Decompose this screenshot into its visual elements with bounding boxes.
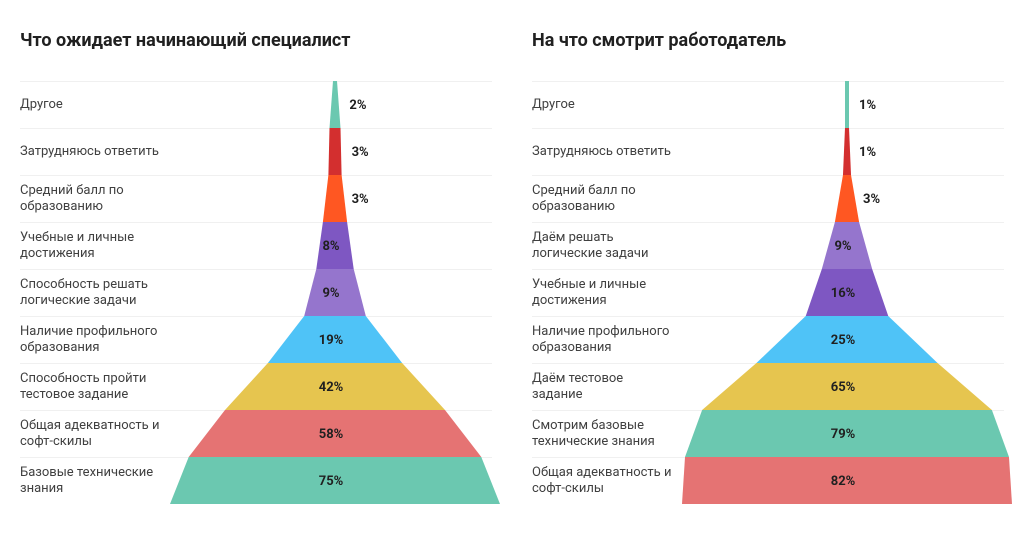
row-value: 3% bbox=[352, 145, 369, 160]
row-vis: 1% bbox=[682, 82, 1004, 128]
row-value: 75% bbox=[319, 474, 344, 489]
row-value: 79% bbox=[831, 427, 856, 442]
row-label: Учебные и личные достижения bbox=[532, 271, 682, 316]
funnel-row: Наличие профильного образования 25% bbox=[532, 316, 1004, 363]
funnel-row: Смотрим базовые технические знания 79% bbox=[532, 410, 1004, 457]
funnel-row: Затрудняюсь ответить 1% bbox=[532, 128, 1004, 175]
row-vis: 3% bbox=[682, 176, 1004, 222]
row-vis: 58% bbox=[170, 411, 492, 457]
funnel-row: Учебные и личные достижения 16% bbox=[532, 269, 1004, 316]
row-vis: 1% bbox=[682, 129, 1004, 175]
row-vis: 2% bbox=[170, 82, 492, 128]
row-vis: 16% bbox=[682, 270, 1004, 316]
row-value: 1% bbox=[859, 145, 876, 160]
funnel-row: Даём тестовое задание 65% bbox=[532, 363, 1004, 410]
row-value: 82% bbox=[831, 474, 856, 489]
row-vis: 75% bbox=[170, 458, 492, 504]
row-value: 16% bbox=[831, 286, 856, 301]
row-label: Наличие профильного образования bbox=[532, 318, 682, 363]
funnel-row: Средний балл по образованию 3% bbox=[532, 175, 1004, 222]
row-label: Затрудняюсь ответить bbox=[20, 138, 170, 166]
row-label: Общая адекватность и софт-скилы bbox=[532, 459, 682, 504]
row-vis: 8% bbox=[170, 223, 492, 269]
funnel-row: Другое 2% bbox=[20, 81, 492, 128]
chart-title: На что смотрит работодатель bbox=[532, 30, 1004, 51]
row-label: Другое bbox=[20, 91, 170, 119]
row-value: 9% bbox=[322, 286, 339, 301]
row-label: Базовые технические знания bbox=[20, 459, 170, 504]
row-label: Способность решать логические задачи bbox=[20, 271, 170, 316]
row-label: Учебные и личные достижения bbox=[20, 224, 170, 269]
funnel-row: Способность решать логические задачи 9% bbox=[20, 269, 492, 316]
row-vis: 25% bbox=[682, 317, 1004, 363]
chart-rows: Другое 1% Затрудняюсь ответить 1% Средний ба… bbox=[532, 81, 1004, 504]
row-value: 42% bbox=[319, 380, 344, 395]
funnel-row: Затрудняюсь ответить 3% bbox=[20, 128, 492, 175]
row-vis: 65% bbox=[682, 364, 1004, 410]
chart-employer: На что смотрит работодатель Другое1%Затр… bbox=[532, 30, 1004, 504]
funnel-row: Средний балл по образованию 3% bbox=[20, 175, 492, 222]
row-value: 58% bbox=[319, 427, 344, 442]
row-value: 2% bbox=[349, 98, 366, 113]
funnel-row: Способность пройти тестовое задание 42% bbox=[20, 363, 492, 410]
row-label: Затрудняюсь ответить bbox=[532, 138, 682, 166]
funnel-row: Базовые технические знания 75% bbox=[20, 457, 492, 504]
row-vis: 42% bbox=[170, 364, 492, 410]
row-vis: 3% bbox=[170, 129, 492, 175]
chart-specialist: Что ожидает начинающий специалист Другое… bbox=[20, 30, 492, 504]
row-label: Наличие профильного образования bbox=[20, 318, 170, 363]
row-value: 65% bbox=[831, 380, 856, 395]
funnel-row: Учебные и личные достижения 8% bbox=[20, 222, 492, 269]
funnel-row: Наличие профильного образования 19% bbox=[20, 316, 492, 363]
row-label: Общая адекватность и софт-скилы bbox=[20, 412, 170, 457]
row-vis: 79% bbox=[682, 411, 1004, 457]
funnel-row: Даём решать логические задачи 9% bbox=[532, 222, 1004, 269]
chart-title: Что ожидает начинающий специалист bbox=[20, 30, 492, 51]
row-label: Даём решать логические задачи bbox=[532, 224, 682, 269]
funnel-row: Другое 1% bbox=[532, 81, 1004, 128]
row-value: 19% bbox=[319, 333, 344, 348]
charts-container: Что ожидает начинающий специалист Другое… bbox=[0, 0, 1024, 524]
row-label: Даём тестовое задание bbox=[532, 365, 682, 410]
row-label: Смотрим базовые технические знания bbox=[532, 412, 682, 457]
row-value: 3% bbox=[352, 192, 369, 207]
row-vis: 9% bbox=[170, 270, 492, 316]
row-label: Средний балл по образованию bbox=[20, 177, 170, 222]
row-vis: 82% bbox=[682, 458, 1004, 504]
row-label: Способность пройти тестовое задание bbox=[20, 365, 170, 410]
row-vis: 3% bbox=[170, 176, 492, 222]
row-value: 1% bbox=[859, 98, 876, 113]
row-vis: 19% bbox=[170, 317, 492, 363]
row-label: Средний балл по образованию bbox=[532, 177, 682, 222]
chart-rows: Другое2%Затрудняюсь ответить3%Средний ба… bbox=[20, 81, 492, 504]
funnel-row: Общая адекватность и софт-скилы 58% bbox=[20, 410, 492, 457]
row-label: Другое bbox=[532, 91, 682, 119]
row-value: 8% bbox=[322, 239, 339, 254]
row-value: 9% bbox=[834, 239, 851, 254]
funnel-row: Общая адекватность и софт-скилы 82% bbox=[532, 457, 1004, 504]
row-vis: 9% bbox=[682, 223, 1004, 269]
row-value: 3% bbox=[863, 192, 880, 207]
row-value: 25% bbox=[831, 333, 856, 348]
